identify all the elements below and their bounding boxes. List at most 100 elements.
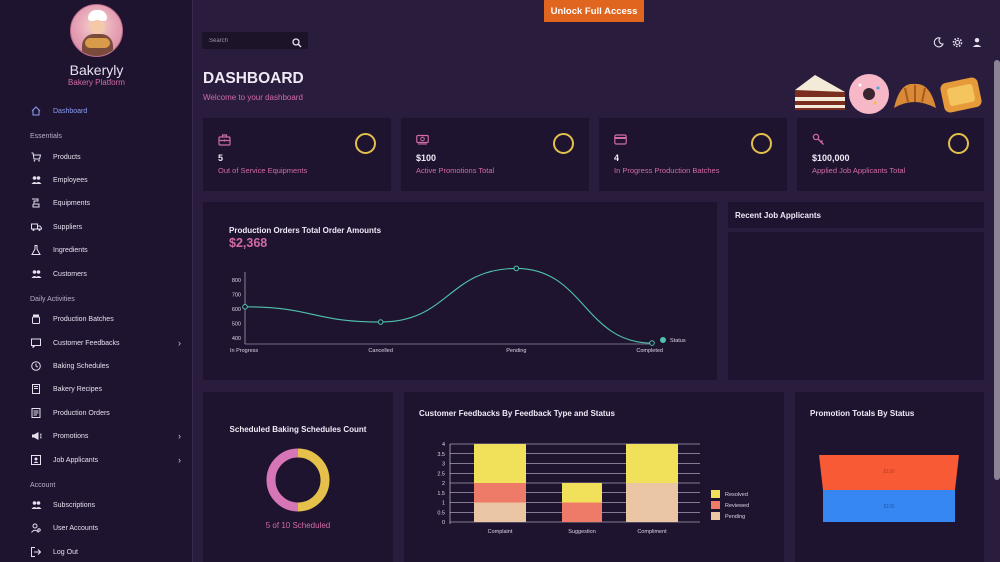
sidebar-item-production-batches[interactable]: Production Batches [30, 310, 190, 328]
stat-card-out-of-service-equipments[interactable]: 5 Out of Service Equipments [203, 118, 391, 191]
bar-segment [474, 502, 526, 522]
cart-icon [30, 151, 42, 163]
promotion-totals-card: Promotion Totals By Status $100 $100 [795, 392, 984, 562]
clock-icon [30, 360, 42, 372]
sidebar-item-label: Employees [53, 176, 88, 184]
stat-card-in-progress-production-batches[interactable]: 4 In Progress Production Batches [599, 118, 787, 191]
brand-logo [70, 4, 123, 57]
card-icon [614, 133, 627, 151]
message-icon [30, 337, 42, 349]
legend-label: Pending [725, 514, 745, 520]
data-point [513, 265, 520, 272]
unlock-full-access-button[interactable]: Unlock Full Access [544, 0, 644, 22]
book-icon [30, 383, 42, 395]
search-input[interactable] [202, 37, 288, 44]
sidebar-item-customer-feedbacks[interactable]: Customer Feedbacks › [30, 334, 190, 352]
y-tick-label: 2 [442, 481, 445, 487]
funnel-segment-top [819, 455, 959, 490]
page-title: DASHBOARD [203, 70, 304, 87]
data-point [649, 340, 655, 346]
y-tick-label: 2.5 [437, 471, 445, 477]
sidebar-item-log-out[interactable]: Log Out [30, 543, 190, 561]
baking-schedules-card: Scheduled Baking Schedules Count 5 of 10… [203, 392, 393, 562]
sidebar-item-customers[interactable]: Customers [30, 265, 190, 283]
stat-value: $100,000 [812, 153, 850, 163]
y-tick-label: 800 [232, 278, 241, 284]
user-icon[interactable] [972, 35, 982, 53]
chart-title: Promotion Totals By Status [810, 409, 915, 418]
y-tick-label: 4 [442, 442, 445, 448]
sidebar-item-equipments[interactable]: Equipments [30, 194, 190, 212]
home-icon [30, 105, 42, 117]
scrollbar-thumb[interactable] [994, 60, 1000, 480]
progress-ring [355, 133, 376, 154]
dark-mode-icon[interactable] [933, 35, 944, 53]
legend-label: Reviewed [725, 503, 749, 509]
sidebar-item-job-applicants[interactable]: Job Applicants › [30, 451, 190, 469]
sidebar-item-label: Bakery Recipes [53, 385, 103, 393]
sidebar-item-bakery-recipes[interactable]: Bakery Recipes [30, 380, 190, 398]
logout-icon [30, 546, 42, 558]
sidebar-item-label: Ingredients [53, 246, 88, 254]
sidebar-item-ingredients[interactable]: Ingredients [30, 241, 190, 259]
funnel-label: $100 [883, 469, 894, 475]
jar-icon [30, 313, 42, 325]
progress-ring [948, 133, 969, 154]
sidebar-item-employees[interactable]: Employees [30, 171, 190, 189]
section-essentials: Essentials [30, 133, 62, 140]
x-tick-label: Pending [506, 348, 526, 354]
series-line [244, 267, 653, 344]
y-tick-label: 3 [442, 462, 445, 468]
people-icon [30, 499, 42, 511]
legend-label: Resolved [725, 492, 748, 498]
bar-segment [626, 483, 678, 522]
progress-ring [553, 133, 574, 154]
stat-card-active-promotions-total[interactable]: $100 Active Promotions Total [401, 118, 589, 191]
legend-swatch [711, 512, 720, 520]
people-icon [30, 268, 42, 280]
sidebar-item-suppliers[interactable]: Suppliers [30, 218, 190, 236]
sidebar-item-label: Production Batches [53, 315, 114, 323]
recent-applicants-list [728, 232, 984, 380]
sidebar-item-label: Equipments [53, 199, 90, 207]
sidebar: Bakeryly Bakery Platform Dashboard Essen… [0, 0, 193, 562]
gear-icon[interactable] [952, 35, 963, 53]
section-daily-activities: Daily Activities [30, 296, 75, 303]
x-tick-label: Cancelled [368, 348, 392, 354]
donut-chart [266, 448, 330, 512]
sidebar-item-label: Baking Schedules [53, 362, 110, 370]
toolbox-icon [218, 133, 231, 151]
chevron-right-icon: › [178, 338, 181, 348]
stat-label: Active Promotions Total [416, 166, 495, 175]
stat-value: $100 [416, 153, 437, 163]
progress-ring [751, 133, 772, 154]
sidebar-item-baking-schedules[interactable]: Baking Schedules [30, 357, 190, 375]
stat-value: 4 [614, 153, 620, 163]
y-tick-label: 700 [232, 293, 241, 299]
sidebar-item-label: Promotions [53, 432, 89, 440]
sidebar-item-label: Job Applicants [53, 456, 99, 464]
funnel-segment-bottom [823, 490, 955, 522]
sidebar-item-user-accounts[interactable]: User Accounts [30, 519, 190, 537]
x-tick-label: Compliment [637, 529, 667, 535]
legend-swatch [711, 501, 720, 509]
sidebar-item-subscriptions[interactable]: Subscriptions [30, 496, 190, 514]
x-tick-label: Completed [636, 348, 663, 354]
y-tick-label: 0.5 [437, 510, 445, 516]
bar-segment [562, 483, 602, 503]
sidebar-item-production-orders[interactable]: Production Orders [30, 404, 190, 422]
stacked-bar-chart: 4 3.5 3 2.5 2 1.5 1 0.5 0 Complaint Suggestion Comp… [437, 442, 749, 535]
mixer-icon [30, 197, 42, 209]
y-tick-label: 0 [442, 520, 445, 526]
flask-icon [30, 244, 42, 256]
line-chart: 800 700 600 500 400 In Progress Cancelled Pendi… [230, 265, 686, 354]
sidebar-item-products[interactable]: Products [30, 148, 190, 166]
stat-card-applied-job-applicants-total[interactable]: $100,000 Applied Job Applicants Total [797, 118, 984, 191]
sidebar-item-dashboard[interactable]: Dashboard [30, 102, 190, 120]
truck-icon [30, 221, 42, 233]
megaphone-icon [30, 430, 42, 442]
search-icon[interactable] [292, 35, 302, 53]
y-tick-label: 400 [232, 336, 241, 342]
sidebar-item-promotions[interactable]: Promotions › [30, 427, 190, 445]
pastries-illustration [790, 70, 990, 118]
